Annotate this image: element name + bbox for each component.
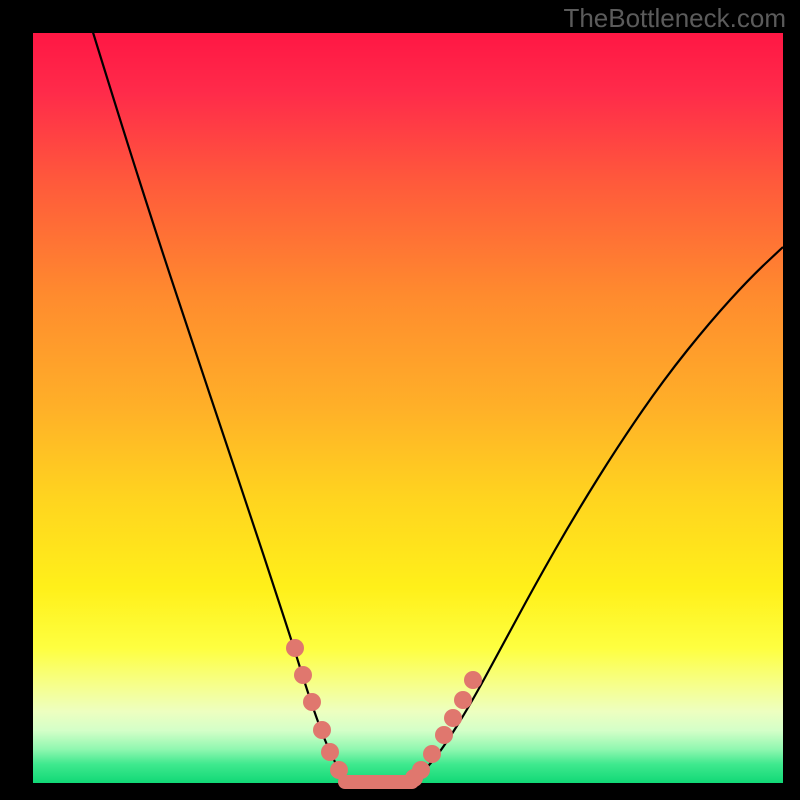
curve-layer bbox=[0, 0, 800, 800]
marker-point bbox=[294, 666, 312, 684]
watermark: TheBottleneck.com bbox=[563, 3, 786, 34]
marker-point bbox=[444, 709, 462, 727]
marker-point bbox=[321, 743, 339, 761]
marker-point bbox=[330, 761, 348, 779]
marker-point bbox=[313, 721, 331, 739]
marker-point bbox=[454, 691, 472, 709]
marker-point bbox=[464, 671, 482, 689]
marker-point bbox=[303, 693, 321, 711]
marker-point bbox=[435, 726, 453, 744]
marker-point bbox=[286, 639, 304, 657]
marker-point bbox=[412, 761, 430, 779]
curve-left bbox=[83, 0, 352, 782]
marker-point bbox=[423, 745, 441, 763]
